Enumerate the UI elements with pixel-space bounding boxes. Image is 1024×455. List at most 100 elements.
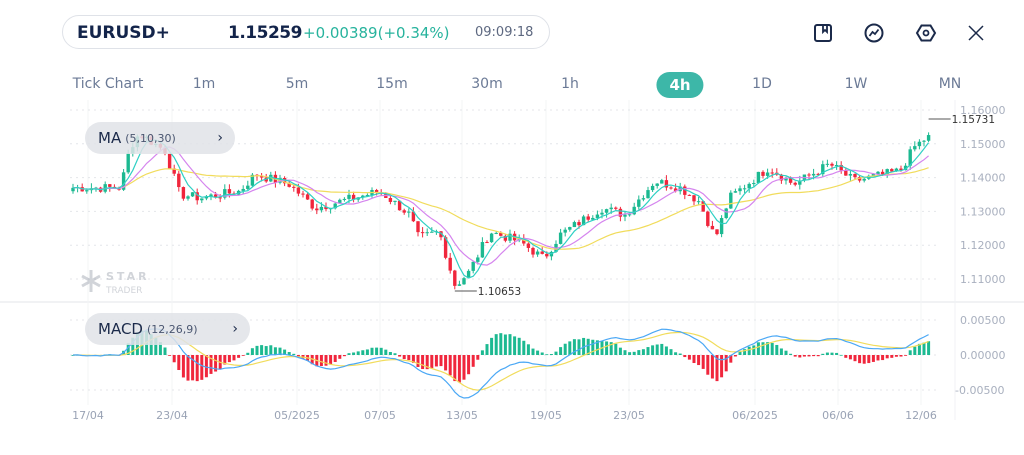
candle-body	[903, 165, 908, 171]
macd-bar	[559, 347, 563, 355]
macd-bar	[508, 334, 512, 355]
timeframe-1w[interactable]: 1W	[844, 76, 868, 92]
macd-bar	[513, 336, 517, 355]
candle-body	[563, 229, 567, 233]
timeframe-mn[interactable]: MN	[938, 76, 962, 92]
macd-bar	[227, 355, 231, 363]
symbol-header[interactable]: EURUSD+ 1.15259 +0.00389(+0.34%) 09:09:1…	[62, 15, 550, 49]
candle-body	[204, 196, 209, 199]
watermark-line2: TRADER	[105, 286, 142, 296]
candle-body	[577, 222, 581, 226]
candle-body	[324, 206, 328, 210]
candles	[71, 132, 931, 290]
macd-bar	[867, 355, 871, 364]
candle-body	[632, 206, 636, 215]
candle-body	[374, 189, 379, 193]
candle-body	[250, 174, 255, 186]
macd-bar	[568, 341, 572, 355]
price-tick-label: 1.16000	[960, 104, 1006, 117]
candle-body	[765, 172, 770, 176]
macd-bar	[618, 347, 622, 355]
candle-body	[752, 183, 756, 185]
candle-body	[692, 195, 696, 202]
candle-body	[365, 194, 370, 196]
macd-bar	[319, 355, 323, 366]
candle-body	[508, 233, 512, 241]
close-icon[interactable]	[965, 22, 987, 44]
candle-body	[342, 198, 347, 200]
low-label: 1.10653	[478, 286, 521, 298]
macd-bar	[595, 340, 599, 355]
macd-bar	[563, 343, 567, 355]
macd-bar	[209, 355, 213, 374]
candle-body	[844, 170, 848, 176]
price-tick-label: 1.12000	[960, 239, 1006, 252]
macd-bar	[352, 352, 356, 355]
macd-bar	[743, 349, 747, 355]
timeframe-1d[interactable]: 1D	[752, 76, 772, 92]
candle-body	[839, 165, 843, 171]
x-tick-label: 06/06	[822, 409, 854, 422]
timeframe-4h[interactable]: 4h	[656, 72, 704, 98]
candle-body	[121, 172, 126, 190]
macd-bar	[720, 355, 724, 378]
macd-indicator-button[interactable]: MACD (12,26,9) ›	[85, 313, 250, 345]
x-tick-label: 23/04	[156, 409, 188, 422]
macd-bar	[526, 344, 530, 355]
timeframe-1h[interactable]: 1h	[561, 76, 579, 92]
macd-bar	[485, 344, 489, 355]
macd-bar	[623, 350, 627, 355]
candle-body	[683, 186, 687, 195]
candle-body	[793, 182, 797, 185]
macd-bar	[430, 355, 434, 369]
macd-bar	[738, 351, 742, 355]
macd-bar	[591, 339, 595, 355]
macd-bar	[793, 355, 797, 357]
candle-body	[701, 201, 705, 212]
candle-body	[871, 174, 876, 176]
timeframe-tick-chart[interactable]: Tick Chart	[72, 76, 144, 92]
ma10-line	[72, 146, 929, 266]
timeframe-1m[interactable]: 1m	[192, 76, 216, 92]
candle-body	[259, 176, 264, 178]
candle-body	[526, 243, 531, 248]
candle-body	[627, 214, 632, 216]
macd-bar	[614, 343, 618, 355]
macd-bar	[660, 343, 664, 355]
settings-hexagon-icon[interactable]	[915, 22, 937, 44]
candle-body	[241, 188, 245, 191]
macd-bar	[476, 355, 480, 360]
timeframe-15m[interactable]: 15m	[376, 76, 408, 92]
macd-bar	[375, 347, 379, 355]
macd-bar	[416, 355, 420, 367]
macd-bar	[250, 348, 254, 355]
ma-indicator-button[interactable]: MA (5,10,30) ›	[85, 122, 235, 154]
star-trader-watermark: STAR TRADER	[80, 268, 160, 300]
timeframe-30m[interactable]: 30m	[471, 76, 503, 92]
bookmark-icon[interactable]	[812, 22, 834, 44]
candle-body	[595, 214, 600, 218]
candle-body	[816, 173, 820, 175]
candle-body	[710, 225, 715, 230]
candle-body	[466, 270, 471, 279]
candle-body	[664, 180, 669, 188]
macd-bar	[701, 355, 705, 369]
candle-body	[448, 257, 452, 271]
indicator-chart-icon[interactable]	[863, 22, 885, 44]
candle-body	[655, 183, 659, 186]
candle-body	[687, 194, 692, 196]
candle-body	[200, 198, 204, 201]
macd-bar	[411, 355, 415, 363]
candle-body	[301, 193, 305, 195]
timeframe-5m[interactable]: 5m	[285, 76, 309, 92]
macd-bar	[913, 346, 917, 355]
macd-bar	[255, 345, 259, 355]
macd-bar	[365, 349, 369, 355]
macd-bar	[775, 344, 779, 355]
candle-body	[443, 237, 448, 258]
candle-body	[894, 168, 899, 172]
candle-body	[650, 185, 655, 191]
candle-body	[821, 164, 825, 175]
macd-bar	[324, 355, 328, 366]
